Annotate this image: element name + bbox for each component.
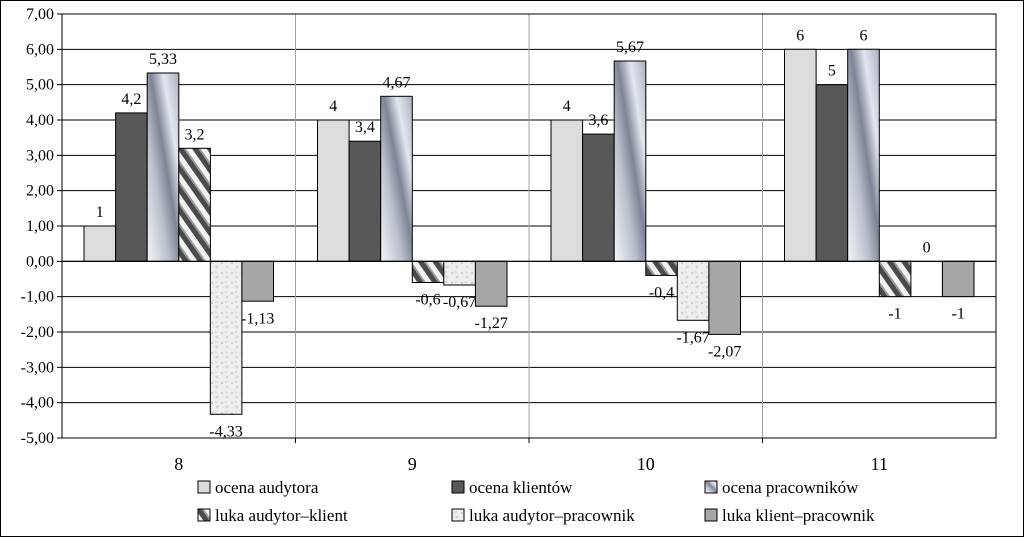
- bar-ocena-klient-w-8: [115, 112, 148, 262]
- bar-luka-audytor-klient-8: [178, 147, 211, 262]
- legend-swatch: [704, 508, 718, 522]
- data-label: 4,67: [383, 74, 411, 91]
- y-tick-labels: -5,00 -4,00 -3,00 -2,00 -1,00 0,00 1,00 2,00 3,0…: [21, 6, 54, 447]
- data-label: 3,4: [355, 119, 375, 136]
- bar-luka-audytor-pracownik-9: [443, 260, 476, 286]
- bar-ocena-klient-w-9: [348, 140, 382, 262]
- data-label: 6: [860, 27, 868, 44]
- x-tick-label: 8: [174, 454, 183, 474]
- x-tick-label: 11: [871, 454, 888, 474]
- data-label: -1: [952, 306, 965, 323]
- legend-label: ocena audytora: [215, 478, 319, 497]
- bar-ocena-pracownik-w-8: [146, 72, 180, 262]
- data-label: -4,33: [209, 423, 242, 440]
- x-tick-label: 9: [408, 454, 417, 474]
- bar-luka-klient-pracownik-9: [474, 260, 508, 307]
- data-label: 1: [96, 204, 104, 221]
- y-tick-label: 2,00: [26, 183, 54, 200]
- y-tick-label: 1,00: [26, 218, 54, 235]
- bar-luka-audytor-klient-11: [878, 260, 912, 298]
- legend-label: ocena pracowników: [722, 478, 859, 497]
- legend-swatch: [451, 508, 465, 522]
- data-label: -1,13: [241, 310, 274, 327]
- legend-label: ocena klientów: [469, 478, 573, 497]
- bars: [83, 48, 975, 415]
- data-label: -1,27: [475, 315, 508, 332]
- legend-label: luka audytor–klient: [215, 506, 348, 525]
- bar-ocena-audytora-10: [550, 119, 584, 262]
- bar-ocena-audytora-8: [83, 225, 117, 262]
- data-label: -0,67: [443, 294, 476, 311]
- bar-luka-klient-pracownik-11: [941, 260, 975, 298]
- y-tick-label: -2,00: [21, 324, 54, 341]
- x-tick-label: 10: [637, 454, 655, 474]
- bar-luka-audytor-pracownik-8: [209, 260, 243, 415]
- data-label: -0,4: [649, 285, 674, 302]
- data-label: 4: [329, 98, 337, 115]
- x-tick-labels: 8 9 10 11: [174, 454, 888, 474]
- y-tick-label: -1,00: [21, 289, 54, 306]
- category-separators: [295, 14, 763, 438]
- y-tick-label: 3,00: [26, 147, 54, 164]
- bar-luka-klient-pracownik-10: [708, 260, 742, 335]
- y-tick-label: 7,00: [26, 6, 54, 23]
- data-label: 3,6: [588, 112, 608, 129]
- data-labels: 1 4,2 5,33 3,2 -4,33 -1,13 4 3,4 4,67 -0,6 -0,67 -1…: [96, 27, 965, 440]
- data-label: 0: [923, 239, 931, 256]
- y-tick-label: -3,00: [21, 359, 54, 376]
- bar-luka-audytor-klient-10: [645, 260, 678, 276]
- data-label: 4,2: [121, 91, 141, 108]
- legend-swatch: [704, 480, 718, 494]
- axes: [57, 13, 997, 443]
- y-tick-label: -4,00: [21, 395, 54, 412]
- legend-swatch: [197, 508, 211, 522]
- data-label: -2,07: [708, 344, 741, 361]
- data-label: -1,67: [676, 329, 709, 346]
- bar-ocena-audytora-11: [784, 48, 817, 262]
- bar-ocena-pracownik-w-9: [380, 95, 413, 262]
- legend-label: luka klient–pracownik: [722, 506, 875, 525]
- data-label: -0,6: [415, 292, 440, 309]
- bar-ocena-pracownik-w-11: [847, 48, 880, 262]
- legend: ocena audytora ocena klientów ocena pracow…: [197, 478, 875, 525]
- data-label: 5,67: [616, 39, 644, 56]
- y-tick-label: 5,00: [26, 77, 54, 94]
- data-label: -1: [888, 306, 901, 323]
- bar-luka-audytor-pracownik-10: [676, 260, 710, 321]
- legend-swatch: [197, 480, 211, 494]
- data-label: 5: [828, 63, 836, 80]
- bar-ocena-pracownik-w-10: [613, 60, 647, 262]
- y-tick-label: -5,00: [21, 430, 54, 447]
- data-label: 5,33: [149, 51, 177, 68]
- data-label: 6: [796, 27, 804, 44]
- legend-label: luka audytor–pracownik: [469, 506, 635, 525]
- y-tick-label: 4,00: [26, 112, 54, 129]
- bar-ocena-klient-w-10: [582, 133, 615, 262]
- data-label: 3,2: [185, 126, 205, 143]
- bar-ocena-audytora-9: [317, 119, 350, 262]
- y-tick-label: 6,00: [26, 41, 54, 58]
- bar-luka-klient-pracownik-8: [241, 260, 274, 302]
- y-tick-label: 0,00: [26, 253, 54, 270]
- data-label: 4: [563, 98, 571, 115]
- bar-luka-audytor-klient-9: [411, 260, 445, 283]
- legend-swatch: [451, 480, 465, 494]
- bar-ocena-klient-w-11: [815, 84, 849, 262]
